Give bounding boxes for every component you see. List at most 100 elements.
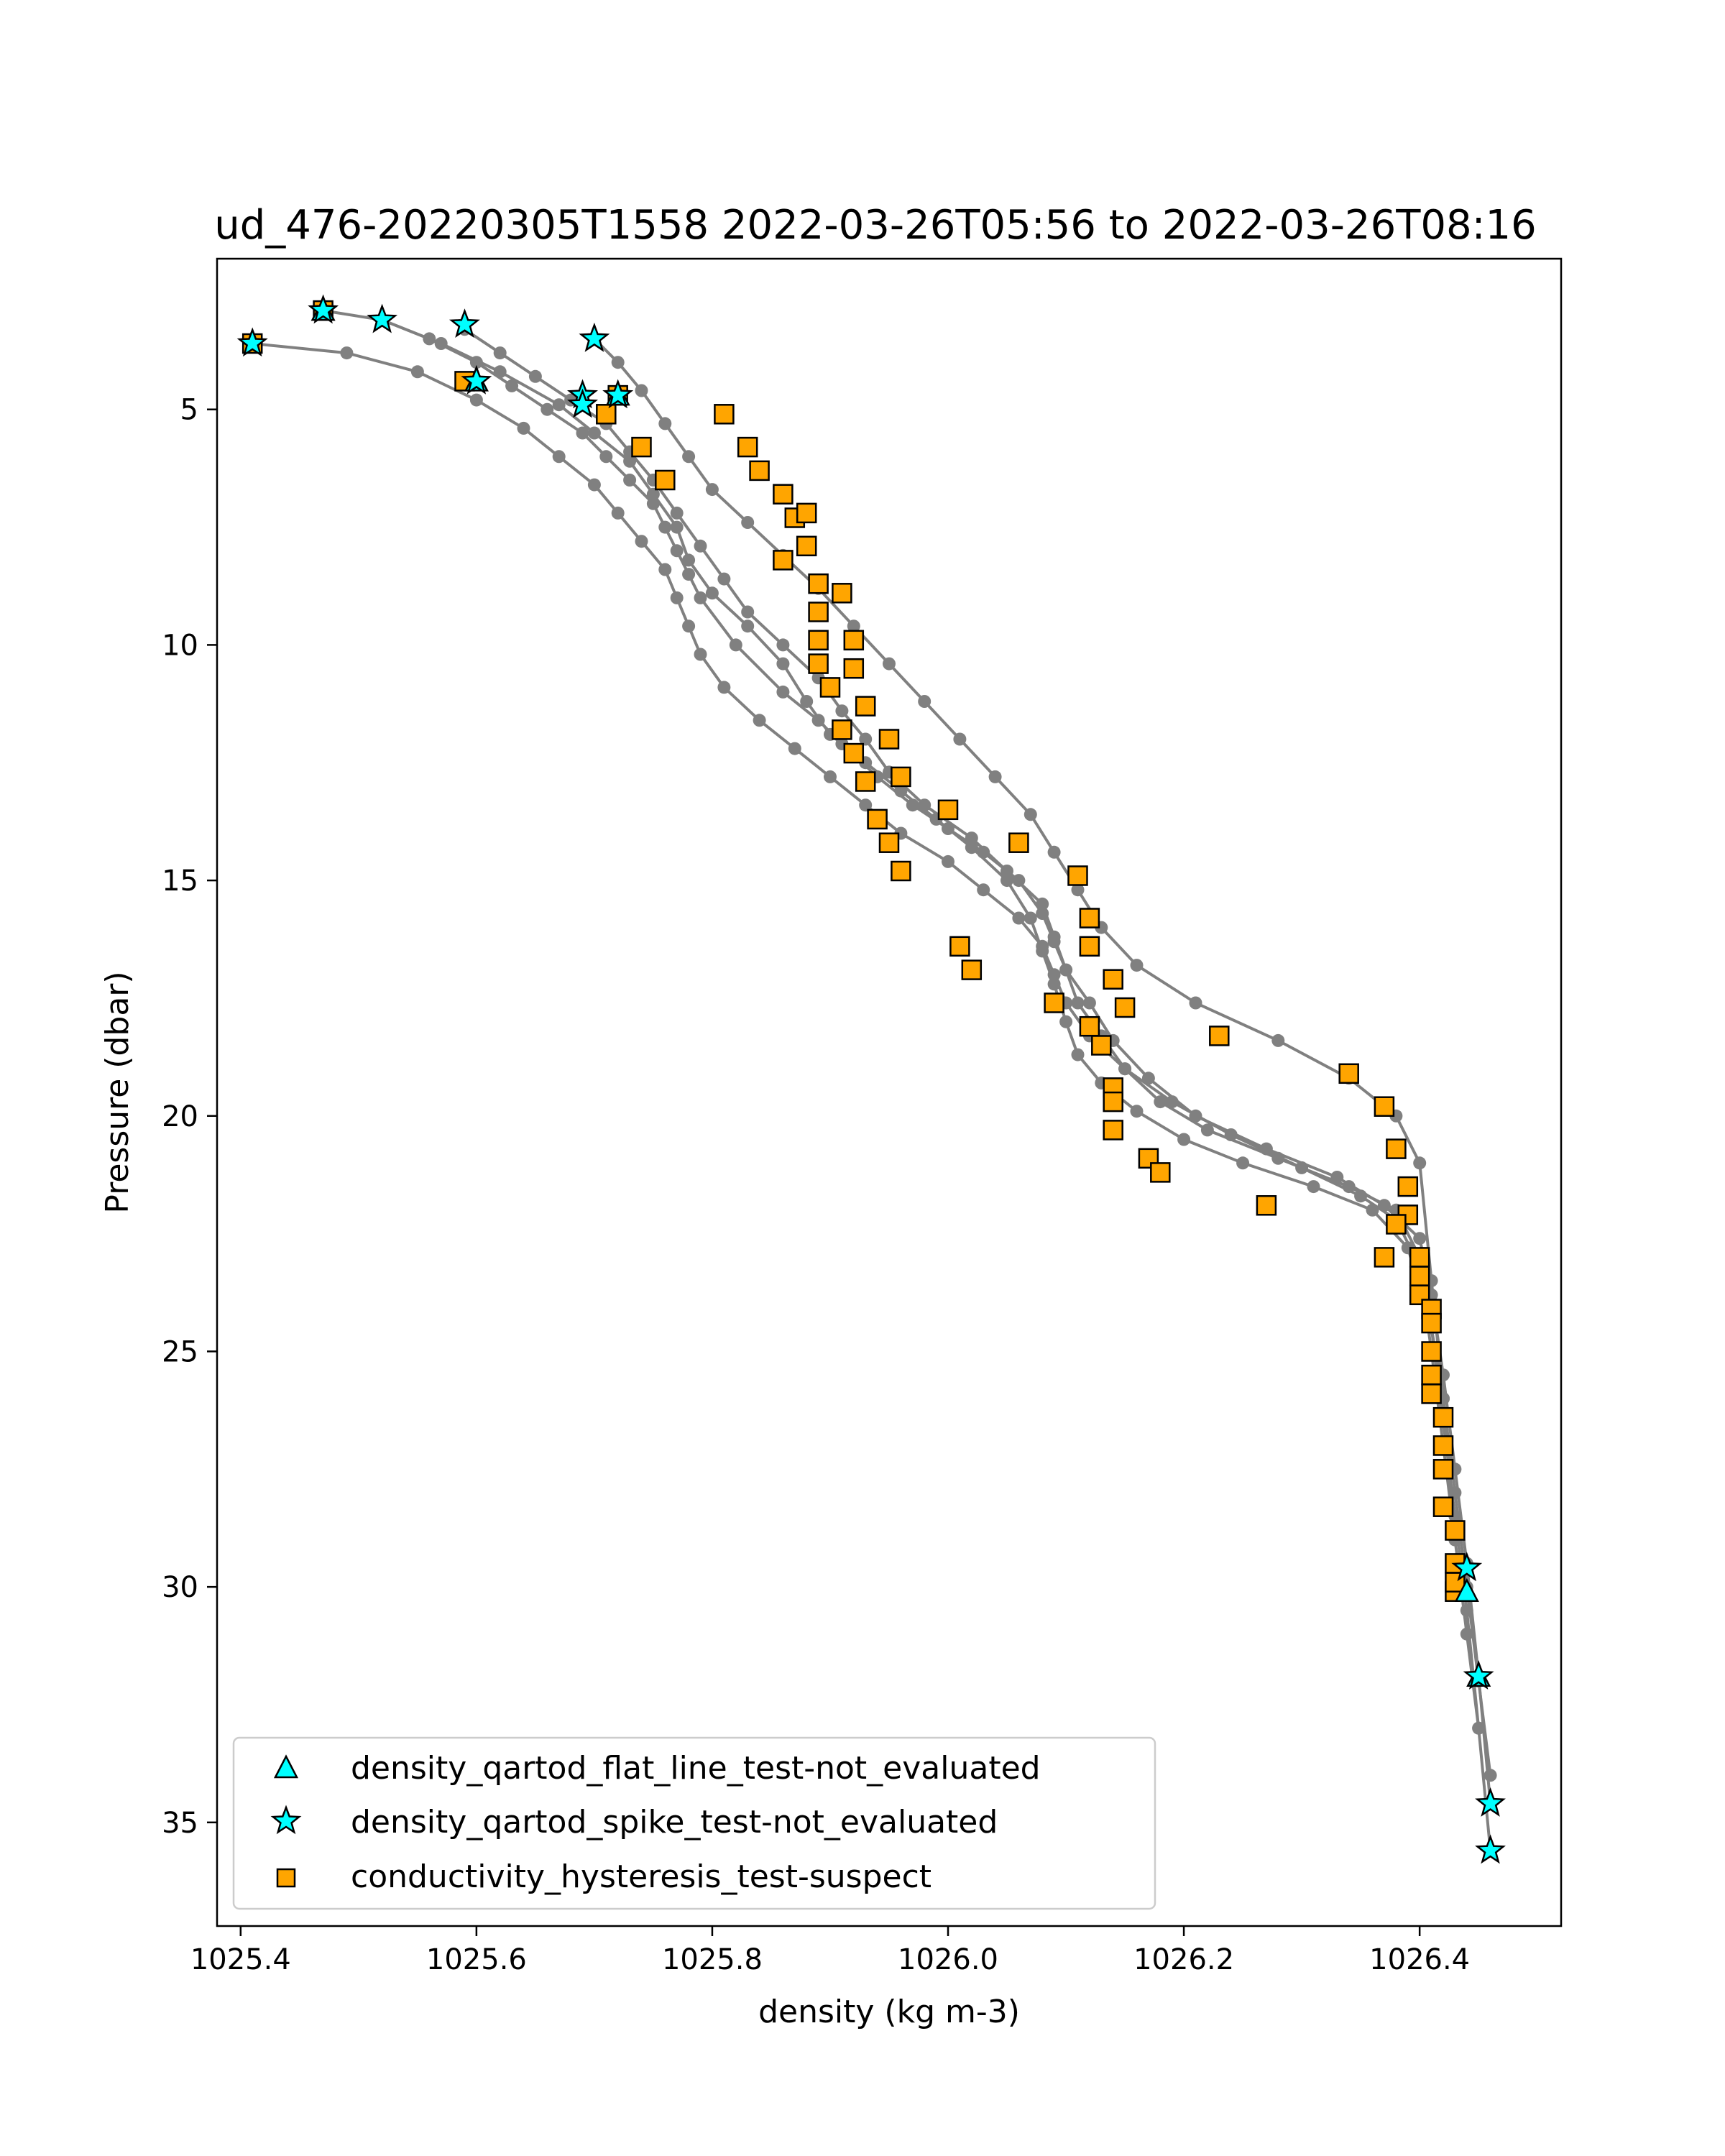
x-tick-label: 1025.8: [662, 1943, 763, 1976]
profile-point: [1047, 845, 1061, 859]
spike-star-marker: [461, 364, 492, 395]
profile-point: [1047, 968, 1061, 982]
profile-point: [493, 346, 507, 360]
suspect-square-marker: [714, 404, 735, 425]
profile-point: [965, 831, 978, 845]
profile-point: [635, 384, 648, 397]
profile-point: [1330, 1171, 1344, 1184]
profile-point: [410, 365, 424, 379]
spike-star-marker: [308, 294, 339, 324]
profile-point: [753, 714, 766, 727]
profile-point: [1224, 1128, 1238, 1141]
y-ticks-layer: 5 10 15 20 25 30 35: [162, 394, 217, 1840]
suspect-square-marker: [1256, 1195, 1277, 1216]
profile-point: [1012, 911, 1026, 925]
suspect-square-marker: [773, 550, 794, 571]
profile-point: [658, 563, 672, 576]
profile-point: [623, 474, 637, 487]
legend-triangle-icon: [273, 1754, 299, 1779]
suspect-square-marker: [1409, 1266, 1430, 1286]
profile-point: [883, 657, 896, 671]
suspect-square-marker: [808, 653, 829, 674]
profile-point: [1413, 1156, 1427, 1170]
suspect-square-marker: [891, 766, 911, 788]
profile-point: [1071, 883, 1085, 897]
spike-star-marker: [1475, 1787, 1506, 1817]
suspect-square-marker: [1374, 1096, 1395, 1117]
profile-point: [493, 365, 507, 379]
x-tick-label: 1026.0: [898, 1943, 998, 1976]
profile-point: [1071, 1048, 1085, 1061]
profile-point: [1200, 1123, 1214, 1137]
profile-point: [1059, 963, 1073, 977]
profile-point: [705, 586, 719, 600]
suspect-square-marker: [808, 630, 829, 651]
profile-point: [682, 553, 696, 567]
legend-box: [232, 1736, 1156, 1910]
profile-point: [434, 337, 448, 350]
suspect-square-marker: [655, 469, 676, 491]
profile-point: [776, 685, 790, 699]
profile-point: [587, 426, 601, 440]
profile-point: [658, 520, 672, 534]
suspect-square-marker: [1209, 1026, 1230, 1046]
profile-point: [646, 487, 660, 501]
spike-star-marker: [602, 379, 634, 409]
suspect-square-marker: [1079, 908, 1100, 929]
suspect-square-marker: [1008, 832, 1029, 853]
suspect-square-marker: [1432, 1459, 1454, 1480]
suspect-square-marker: [1067, 865, 1088, 886]
spike-star-marker: [448, 308, 480, 338]
profile-point: [1295, 1161, 1309, 1174]
legend: density_qartod_flat_line_test-not_evalua…: [232, 1736, 1156, 1910]
profile-point: [682, 450, 696, 464]
suspect-square-marker: [1374, 1247, 1395, 1268]
suspect-square-marker: [937, 799, 959, 821]
x-axis-label: density (kg m-3): [758, 1994, 1020, 2030]
suspect-square-marker: [843, 658, 865, 679]
profile-point: [682, 619, 696, 633]
suspect-square-marker: [1421, 1341, 1442, 1362]
profile-point: [599, 450, 613, 464]
profile-point: [576, 426, 589, 440]
profile-point: [1472, 1721, 1486, 1735]
suspect-square-marker: [855, 696, 876, 717]
profile-point: [741, 605, 755, 619]
profile-point: [965, 841, 978, 854]
suspect-square-marker: [796, 502, 817, 524]
suspect-square-marker: [1397, 1176, 1419, 1197]
profile-point: [1024, 808, 1037, 821]
profile-point: [517, 421, 530, 435]
profile-point: [670, 506, 684, 520]
suspect-square-marker: [961, 959, 983, 980]
y-tick-label: 25: [162, 1335, 198, 1368]
spike-star-marker: [579, 322, 610, 352]
profile-point: [670, 591, 684, 604]
suspect-square-marker: [808, 573, 829, 594]
profile-point: [540, 402, 554, 416]
profile-point: [1118, 1062, 1132, 1076]
profile-point: [859, 798, 873, 812]
suspect-square-marker: [843, 630, 865, 651]
suspect-square-marker: [1079, 936, 1100, 957]
suspect-square-marker: [1432, 1435, 1454, 1456]
suspect-square-marker: [1386, 1138, 1407, 1159]
suspect-square-marker: [949, 936, 970, 957]
y-tick-label: 10: [162, 629, 198, 662]
profile-point: [611, 506, 625, 520]
suspect-square-marker: [1091, 1035, 1112, 1056]
legend-square-icon: [276, 1868, 296, 1888]
profile-point: [717, 681, 731, 694]
profile-point: [528, 369, 542, 383]
profile-point: [682, 568, 696, 581]
profile-point: [694, 591, 707, 604]
suspect-square-marker: [737, 436, 758, 458]
spike-star-marker: [1451, 1552, 1483, 1582]
legend-label-spike: density_qartod_spike_test-not_evaluated: [351, 1804, 998, 1841]
profile-point: [988, 770, 1002, 783]
profile-point: [977, 883, 990, 897]
suspect-square-marker: [843, 742, 865, 764]
suspect-square-marker: [891, 860, 911, 882]
